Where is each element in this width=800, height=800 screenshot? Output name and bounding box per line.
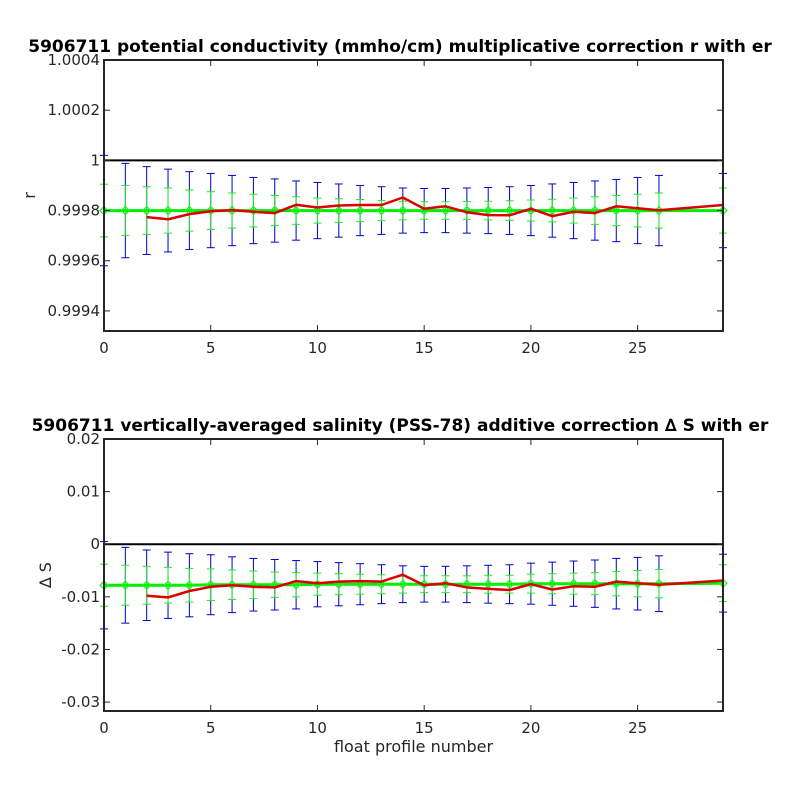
mapped-error-bar (355, 573, 365, 595)
y-tick-label: -0.03 (61, 693, 100, 711)
mapped-error-bar (568, 572, 579, 595)
diamond-marker (120, 580, 131, 591)
mapped-error-bar (205, 568, 216, 602)
mapped-error-bar (291, 572, 301, 598)
x-tick-label: 25 (628, 719, 647, 737)
chart-panel-2: 5906711 vertically-averaged salinity (PS… (32, 416, 769, 756)
y-tick-label: 0.9998 (48, 202, 101, 220)
x-axis-label: float profile number (334, 737, 494, 756)
chart-title: 5906711 potential conductivity (mmho/cm)… (28, 37, 772, 57)
diamond-marker (333, 205, 344, 216)
mapped-error-bar (611, 195, 622, 227)
mapped-error-bar (590, 196, 600, 225)
axes-box (103, 438, 724, 712)
diamond-marker (590, 205, 600, 216)
chart-title: 5906711 vertically-averaged salinity (PS… (32, 416, 769, 436)
mapped-error-bar (184, 189, 195, 232)
diamond-marker (526, 578, 536, 589)
x-tick-label: 0 (99, 339, 109, 357)
diamond-marker (654, 578, 664, 589)
diamond-marker (269, 579, 280, 590)
diamond-marker (141, 580, 152, 591)
mapped-error-bar (184, 567, 195, 603)
mapped-error-bar (120, 564, 131, 606)
mapped-error-bar (120, 184, 131, 237)
mapped-error-bar (462, 201, 472, 221)
x-tick-label: 20 (521, 339, 540, 357)
diamond-marker (611, 205, 622, 216)
y-axis-label: ∆ S (36, 562, 55, 589)
mapped-error-bar (291, 196, 301, 225)
mapped-error-bar (141, 186, 152, 235)
chart-panel-1: 5906711 potential conductivity (mmho/cm)… (20, 37, 772, 357)
diamond-marker (568, 578, 579, 589)
float-correction-line (146, 573, 724, 599)
y-tick-label: 1.0004 (48, 51, 101, 69)
mapped-error-bar (312, 197, 323, 224)
mapped-error-bar (355, 199, 365, 223)
mapped-error-bar (376, 200, 387, 222)
diamond-marker (312, 205, 323, 216)
diamond-marker (440, 205, 451, 216)
mapped-error-bar (397, 200, 408, 221)
float-correction-line (146, 196, 724, 221)
x-tick-label: 5 (206, 719, 216, 737)
x-tick-label: 5 (206, 339, 216, 357)
diamond-marker (163, 205, 173, 216)
y-tick-label: 0.01 (67, 483, 100, 501)
mapped-error-bar (376, 574, 387, 595)
x-tick-label: 15 (415, 719, 434, 737)
mapped-error-bar (248, 570, 259, 599)
x-tick-label: 20 (521, 719, 540, 737)
mapped-error-bar (141, 565, 152, 605)
x-tick-label: 25 (628, 339, 647, 357)
diamond-marker (248, 579, 259, 590)
mapped-error-bar (163, 187, 173, 234)
x-tick-label: 15 (415, 339, 434, 357)
diamond-marker (462, 205, 472, 216)
axes-box (103, 59, 724, 332)
y-tick-label: 0.02 (67, 430, 100, 448)
diamond-marker (184, 580, 195, 591)
diamond-marker (120, 205, 131, 216)
diamond-marker (376, 579, 387, 590)
diamond-marker (397, 579, 408, 590)
y-tick-label: 0.9994 (48, 302, 101, 320)
x-tick-label: 10 (308, 719, 327, 737)
y-tick-label: -0.02 (61, 640, 100, 658)
diamond-marker (227, 579, 237, 590)
mapped-correction-line (104, 581, 724, 587)
diamond-marker (547, 205, 558, 216)
diamond-marker (248, 205, 259, 216)
y-tick-label: 1.0002 (48, 101, 101, 119)
diamond-marker (205, 579, 216, 590)
diamond-marker (163, 580, 173, 591)
mapped-error-bar (483, 574, 494, 594)
diamond-marker (397, 205, 408, 216)
y-tick-label: 1 (90, 151, 100, 169)
mapped-error-bar (440, 201, 451, 220)
y-tick-label: 0 (90, 535, 100, 553)
mapped-error-bar (547, 198, 558, 223)
diamond-marker (547, 578, 558, 589)
diamond-marker (568, 205, 579, 216)
y-tick-label: -0.01 (61, 588, 100, 606)
diamond-marker (355, 205, 365, 216)
diamond-marker (504, 579, 515, 590)
diamond-marker (269, 205, 280, 216)
x-tick-label: 0 (99, 719, 109, 737)
mapped-error-bar (269, 571, 280, 598)
diamond-marker (205, 205, 216, 216)
mapped-error-bar (333, 198, 344, 223)
mapped-error-bar (269, 195, 280, 227)
diamond-marker (376, 205, 387, 216)
diamond-marker (291, 205, 301, 216)
x-tick-label: 10 (308, 339, 327, 357)
diamond-marker (291, 579, 301, 590)
diamond-marker (141, 205, 152, 216)
y-tick-label: 0.9996 (48, 252, 101, 270)
diamond-marker (355, 579, 365, 590)
y-axis-label: r (20, 192, 39, 199)
